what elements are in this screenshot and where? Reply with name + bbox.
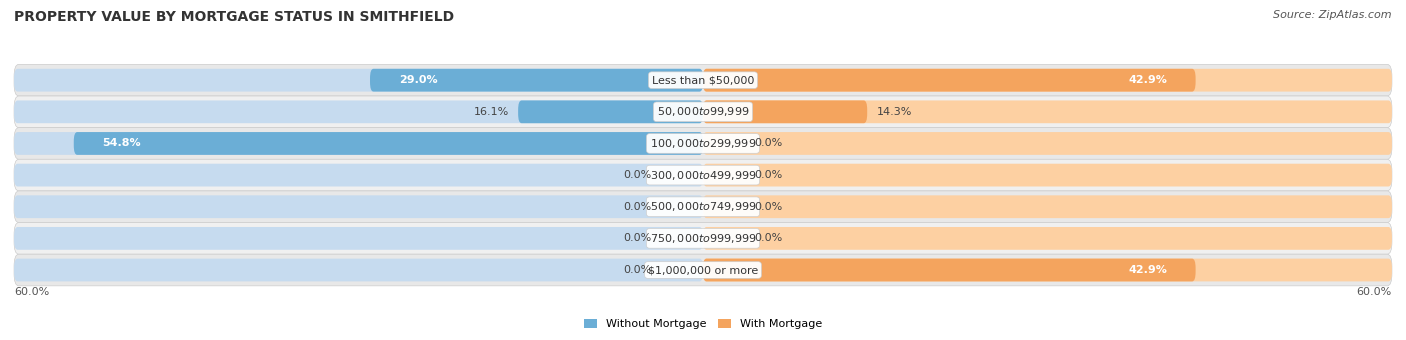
Text: PROPERTY VALUE BY MORTGAGE STATUS IN SMITHFIELD: PROPERTY VALUE BY MORTGAGE STATUS IN SMI… (14, 10, 454, 24)
Text: 16.1%: 16.1% (474, 107, 509, 117)
Text: 0.0%: 0.0% (755, 170, 783, 180)
FancyBboxPatch shape (73, 132, 703, 155)
Text: 0.0%: 0.0% (755, 202, 783, 212)
FancyBboxPatch shape (703, 69, 1392, 91)
FancyBboxPatch shape (519, 100, 703, 123)
FancyBboxPatch shape (14, 164, 703, 186)
Text: $1,000,000 or more: $1,000,000 or more (648, 265, 758, 275)
FancyBboxPatch shape (14, 96, 1392, 128)
FancyBboxPatch shape (703, 132, 1392, 155)
FancyBboxPatch shape (14, 259, 703, 282)
Text: Source: ZipAtlas.com: Source: ZipAtlas.com (1274, 10, 1392, 20)
Text: 0.0%: 0.0% (755, 233, 783, 243)
FancyBboxPatch shape (14, 159, 1392, 191)
Text: 60.0%: 60.0% (14, 287, 49, 298)
Text: 42.9%: 42.9% (1128, 265, 1167, 275)
Text: 0.0%: 0.0% (623, 265, 651, 275)
Text: $500,000 to $749,999: $500,000 to $749,999 (650, 200, 756, 213)
FancyBboxPatch shape (703, 100, 868, 123)
Text: $300,000 to $499,999: $300,000 to $499,999 (650, 169, 756, 182)
FancyBboxPatch shape (14, 128, 1392, 159)
Text: 14.3%: 14.3% (876, 107, 911, 117)
Text: 0.0%: 0.0% (623, 233, 651, 243)
FancyBboxPatch shape (370, 69, 703, 91)
FancyBboxPatch shape (703, 259, 1392, 282)
Text: 0.0%: 0.0% (623, 170, 651, 180)
FancyBboxPatch shape (703, 164, 1392, 186)
Text: 42.9%: 42.9% (1128, 75, 1167, 85)
FancyBboxPatch shape (14, 132, 703, 155)
FancyBboxPatch shape (14, 69, 703, 91)
FancyBboxPatch shape (703, 195, 1392, 218)
Text: 0.0%: 0.0% (623, 202, 651, 212)
Text: Less than $50,000: Less than $50,000 (652, 75, 754, 85)
FancyBboxPatch shape (14, 254, 1392, 286)
FancyBboxPatch shape (703, 259, 1195, 282)
FancyBboxPatch shape (14, 227, 703, 250)
FancyBboxPatch shape (14, 223, 1392, 254)
Text: $50,000 to $99,999: $50,000 to $99,999 (657, 105, 749, 118)
FancyBboxPatch shape (14, 195, 703, 218)
Text: 54.8%: 54.8% (103, 138, 141, 149)
Text: 60.0%: 60.0% (1357, 287, 1392, 298)
FancyBboxPatch shape (703, 100, 1392, 123)
Text: 0.0%: 0.0% (755, 138, 783, 149)
Legend: Without Mortgage, With Mortgage: Without Mortgage, With Mortgage (579, 314, 827, 334)
Text: $100,000 to $299,999: $100,000 to $299,999 (650, 137, 756, 150)
FancyBboxPatch shape (14, 191, 1392, 223)
FancyBboxPatch shape (14, 64, 1392, 96)
FancyBboxPatch shape (703, 227, 1392, 250)
FancyBboxPatch shape (14, 100, 703, 123)
FancyBboxPatch shape (703, 69, 1195, 91)
Text: $750,000 to $999,999: $750,000 to $999,999 (650, 232, 756, 245)
Text: 29.0%: 29.0% (399, 75, 437, 85)
